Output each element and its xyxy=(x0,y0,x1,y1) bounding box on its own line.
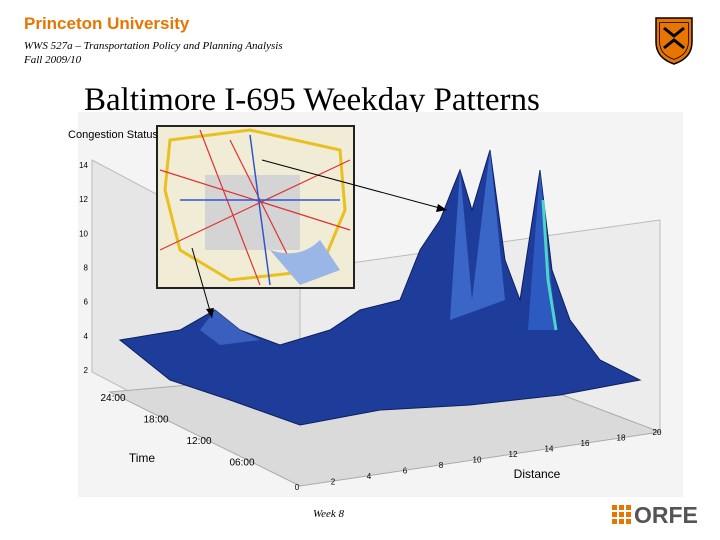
z-tick-label: 4 xyxy=(84,332,89,341)
logo-text: ORFE xyxy=(634,502,698,528)
distance-tick-label: 20 xyxy=(653,428,662,437)
z-tick-label: 2 xyxy=(84,366,89,375)
ridge xyxy=(200,310,260,345)
distance-tick-label: 0 xyxy=(295,483,300,492)
course-name: WWS 527a – Transportation Policy and Pla… xyxy=(24,40,283,52)
distance-tick-label: 4 xyxy=(367,472,372,481)
peak-edge xyxy=(541,199,558,331)
z-tick-label: 12 xyxy=(79,195,88,204)
distance-tick-label: 6 xyxy=(403,467,408,476)
time-tick-label: 24:00 xyxy=(100,393,125,404)
distance-tick-label: 8 xyxy=(439,461,444,470)
logo-grid xyxy=(612,505,631,524)
z-tick-label: 8 xyxy=(84,264,89,273)
time-tick-label: 06:00 xyxy=(229,458,254,469)
surface xyxy=(118,149,642,426)
z-axis-label: Congestion Status xyxy=(68,129,158,141)
distance-tick-label: 14 xyxy=(545,445,554,454)
page-label: Week 8 xyxy=(313,508,345,520)
arrow xyxy=(191,247,213,319)
distance-axis-label: Distance xyxy=(514,467,561,481)
z-tick-label: 10 xyxy=(79,229,88,238)
z-tick-label: 6 xyxy=(84,298,89,307)
shield xyxy=(655,17,693,65)
arrow xyxy=(261,159,448,211)
z-tick-label: 14 xyxy=(79,161,88,170)
distance-tick-label: 2 xyxy=(331,478,336,487)
distance-tick-label: 16 xyxy=(581,439,590,448)
peak-highlight xyxy=(450,150,505,320)
distance-tick-label: 12 xyxy=(509,450,518,459)
arrow-head xyxy=(206,308,214,318)
time-tick-label: 12:00 xyxy=(186,436,211,447)
arrow-head xyxy=(436,204,447,212)
distance-tick-label: 10 xyxy=(473,456,482,465)
university-name: Princeton University xyxy=(24,14,190,33)
time-axis-label: Time xyxy=(129,451,156,465)
term: Fall 2009/10 xyxy=(24,54,82,66)
time-tick-label: 18:00 xyxy=(143,415,168,426)
distance-tick-label: 18 xyxy=(617,434,626,443)
map-inset xyxy=(156,125,355,289)
